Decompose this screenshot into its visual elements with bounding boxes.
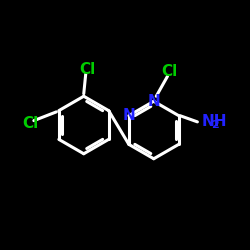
- Text: Cl: Cl: [80, 62, 96, 77]
- Text: 2: 2: [212, 120, 219, 130]
- Text: Cl: Cl: [162, 64, 178, 79]
- Text: Cl: Cl: [22, 116, 38, 130]
- Text: N: N: [148, 94, 160, 109]
- Text: N: N: [122, 108, 135, 123]
- Text: NH: NH: [202, 114, 227, 129]
